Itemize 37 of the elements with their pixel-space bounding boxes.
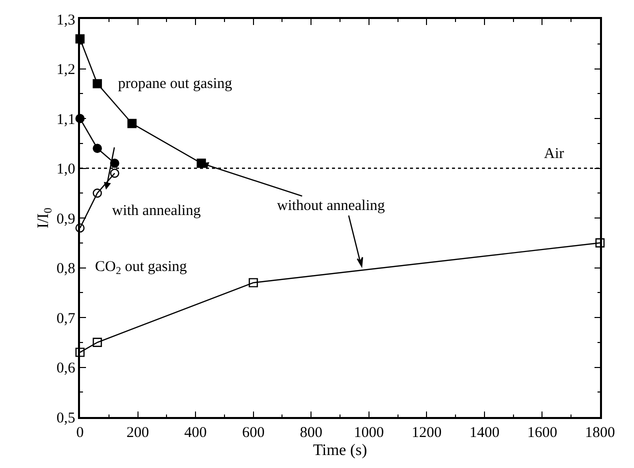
annotation: propane out gasing <box>118 76 233 92</box>
point <box>110 168 120 178</box>
y-tick-label: 0,9 <box>56 211 76 228</box>
x-tick-label: 0 <box>76 424 84 441</box>
x-tick-label: 600 <box>242 424 265 441</box>
annotation: without annealing <box>277 198 386 214</box>
x-tick-label: 1400 <box>469 424 500 441</box>
point <box>248 278 258 288</box>
point <box>92 144 102 153</box>
y-tick-label: 0,7 <box>56 310 76 327</box>
y-tick-label: 0,8 <box>56 261 76 277</box>
y-tick-label: 1,0 <box>56 162 76 178</box>
y-tick-label: 1,2 <box>56 62 76 78</box>
y-tick-label: 1,3 <box>56 12 76 28</box>
x-tick-label: 1000 <box>354 424 384 441</box>
point <box>127 118 137 128</box>
y-tick-label: 1,1 <box>56 112 76 128</box>
y-tick-label: 0,6 <box>56 360 76 376</box>
annotation: CO$_{2}$ out gasing <box>95 259 188 278</box>
point <box>110 158 120 168</box>
x-tick-label: 400 <box>184 424 207 441</box>
annotation: with annealing <box>112 203 202 219</box>
x-tick-label: 800 <box>300 424 322 441</box>
point <box>75 223 85 233</box>
point <box>595 238 605 248</box>
point <box>92 188 102 198</box>
point <box>92 338 102 347</box>
x-tick-label: 1600 <box>527 424 558 441</box>
point <box>92 79 102 88</box>
y-tick-label: 0,5 <box>56 410 76 426</box>
point <box>196 158 206 168</box>
x-axis-title: Time (s) <box>312 442 368 459</box>
x-tick-label: 1200 <box>412 424 442 441</box>
x-tick-label: 1800 <box>585 424 615 441</box>
point <box>75 348 85 357</box>
ref-line-label: Air <box>544 146 564 162</box>
x-tick-label: 200 <box>126 424 150 441</box>
